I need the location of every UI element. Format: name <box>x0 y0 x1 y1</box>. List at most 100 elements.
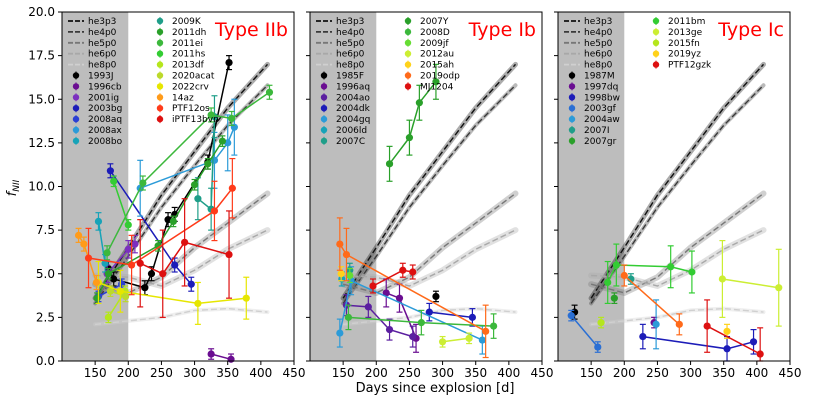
data-point <box>336 240 344 248</box>
data-point <box>336 329 344 337</box>
data-point <box>364 303 372 311</box>
series-2012au <box>438 332 473 348</box>
data-point <box>667 263 675 271</box>
legend-entry-2006ld: 2006ld <box>320 126 367 136</box>
legend-swatch <box>568 83 576 90</box>
series-mj1204 <box>369 262 417 294</box>
series-1996aq <box>382 278 420 353</box>
series-2007gr <box>610 292 618 305</box>
series-2003gf <box>567 309 602 353</box>
model-track-he8p0 <box>95 307 268 326</box>
legend-label: he6p0 <box>88 50 117 60</box>
series-iptf13bvn <box>136 198 233 318</box>
legend-entry-2022crv: 2022crv <box>156 82 210 92</box>
series-line <box>88 187 233 266</box>
data-point <box>110 177 118 185</box>
legend-label: 2019odp <box>420 72 460 82</box>
y-tick-label: 15.0 <box>28 92 55 106</box>
series-line <box>139 126 235 189</box>
x-tick-label: 250 <box>646 366 669 380</box>
series-line <box>722 278 779 289</box>
legend-label: 1985F <box>336 72 364 82</box>
legend-entry-mj1204: MJ1204 <box>404 82 454 92</box>
series-line <box>706 325 761 355</box>
series-2011dh <box>93 135 227 305</box>
legend-label: 1996cb <box>88 82 122 92</box>
legend-entry-2019yz: 2019yz <box>652 49 701 60</box>
x-tick-label: 250 <box>150 366 173 380</box>
data-point <box>675 320 683 328</box>
legend-label: 2015fn <box>668 39 700 49</box>
legend-label: 2020acat <box>172 72 215 82</box>
legend-swatch <box>404 17 412 25</box>
series-2011hs <box>110 175 132 231</box>
series-line <box>607 264 693 283</box>
data-point <box>432 78 440 86</box>
legend-entry-2013df: 2013df <box>156 60 205 71</box>
legend-label: 2013df <box>172 61 205 71</box>
legend-swatch <box>156 50 164 57</box>
data-point <box>342 250 351 259</box>
model-track-he6p0 <box>591 229 764 287</box>
legend-label: 2004dk <box>336 104 371 114</box>
legend-label: 14az <box>172 93 194 103</box>
data-point <box>385 160 394 168</box>
data-point <box>141 284 149 292</box>
data-point <box>612 261 620 269</box>
legend-swatch <box>320 72 328 79</box>
legend-entry-2004aw: 2004aw <box>568 115 620 125</box>
legend-label: iPTF13bvn <box>172 115 219 125</box>
legend-swatch <box>156 83 164 90</box>
series-1985f <box>432 290 440 303</box>
data-point <box>93 294 101 302</box>
legend-swatch <box>568 137 576 145</box>
series-2007i <box>627 273 635 285</box>
model-track-he6p0 <box>95 229 268 287</box>
legend-swatch <box>320 137 328 145</box>
data-point <box>417 319 425 327</box>
legend-label: he3p3 <box>336 17 364 27</box>
x-tick-label: 350 <box>464 366 487 380</box>
series-line <box>388 81 437 165</box>
legend-entry-1997dq: 1997dq <box>568 82 618 92</box>
data-point <box>92 278 101 287</box>
legend-entry-2003gf: 2003gf <box>568 104 617 114</box>
data-point <box>432 292 440 301</box>
legend-swatch <box>320 83 328 90</box>
x-tick-label: 200 <box>365 366 388 380</box>
series-line <box>139 241 230 275</box>
series-line <box>97 221 106 264</box>
y-axis-title: fNII <box>5 179 22 196</box>
x-tick-label: 200 <box>117 366 140 380</box>
legend-swatch <box>404 39 412 46</box>
legend-entry-2020acat: 2020acat <box>156 71 215 82</box>
x-tick-label: 300 <box>183 366 206 380</box>
legend-entry-1998bw: 1998bw <box>568 93 620 103</box>
x-tick-label: 450 <box>531 366 554 380</box>
data-point <box>116 287 124 295</box>
x-tick-label: 150 <box>580 366 603 380</box>
legend-swatch <box>156 61 164 68</box>
legend-swatch <box>404 83 412 90</box>
data-point <box>181 238 189 246</box>
legend-label: 2007C <box>336 137 365 147</box>
legend-entry-2007c: 2007C <box>320 136 365 147</box>
legend-entry-2012au: 2012au <box>404 49 454 60</box>
x-tick-label: 350 <box>712 366 735 380</box>
data-point <box>169 217 177 225</box>
legend-entry-2004dk: 2004dk <box>320 104 371 114</box>
legend-entry-1996cb: 1996cb <box>72 82 122 92</box>
legend-entry-he6p0: he6p0 <box>564 50 613 60</box>
legend-entry-he6p0: he6p0 <box>316 50 365 60</box>
legend-label: 2011bm <box>668 17 705 27</box>
legend-label: 2011dh <box>172 28 206 38</box>
legend-entry-2011ei: 2011ei <box>156 38 203 49</box>
legend-label: 2009jf <box>420 39 449 49</box>
legend-swatch <box>72 72 80 79</box>
data-point <box>124 245 132 253</box>
legend-swatch <box>156 17 164 25</box>
legend-label: 1993J <box>88 72 114 82</box>
series-line <box>442 337 470 343</box>
